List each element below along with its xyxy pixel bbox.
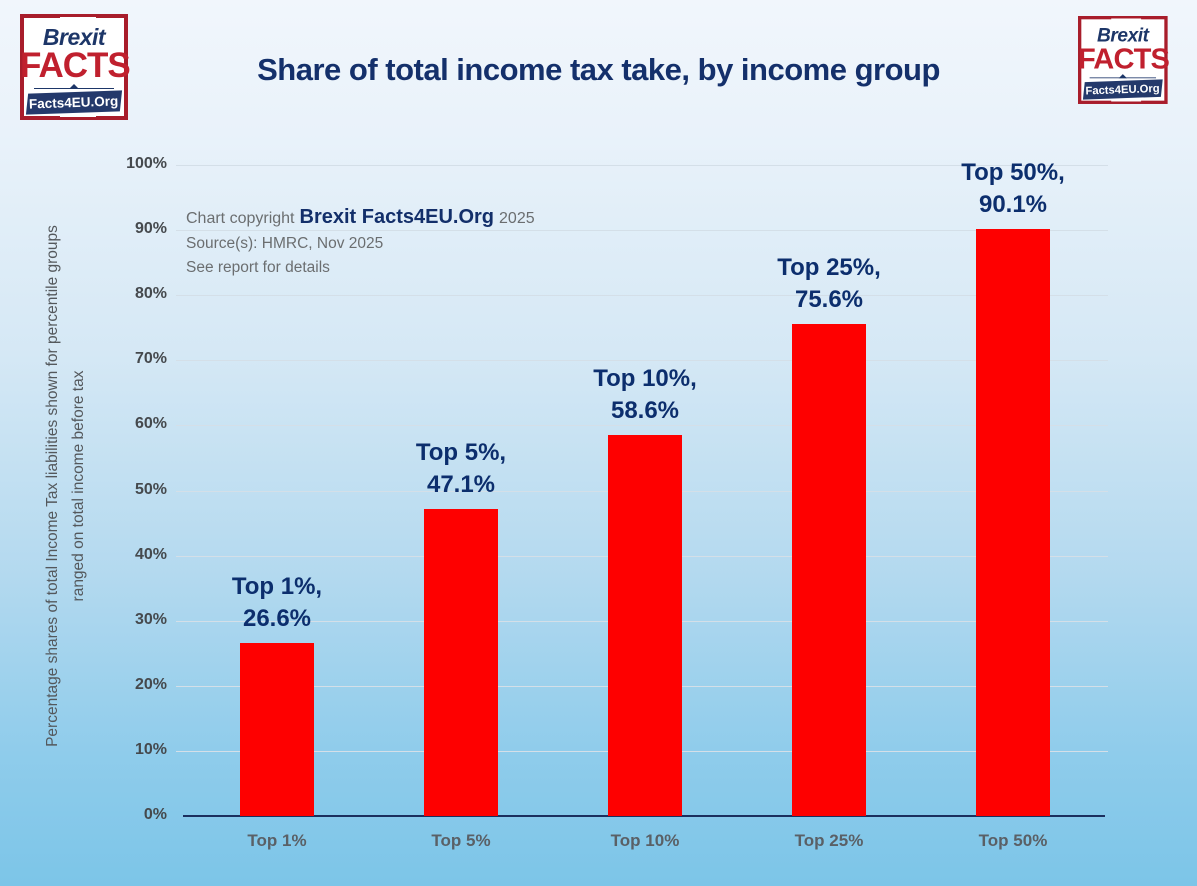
logo-banner: Facts4EU.Org xyxy=(1082,79,1163,100)
bar-label-line1: Top 5%, xyxy=(415,439,507,467)
copyright-line: Chart copyright Brexit Facts4EU.Org 2025 xyxy=(186,206,535,229)
x-axis-tick-label: Top 10% xyxy=(610,831,680,850)
bar-value-label: Top 1%, 26.6% xyxy=(167,571,387,635)
bar-label-line2: 75.6% xyxy=(794,285,864,313)
y-axis-tick-label: 100% xyxy=(126,155,167,172)
y-axis-tick-label: 80% xyxy=(134,285,167,303)
bar-top-50- xyxy=(976,229,1050,816)
bar-label-line2: 26.6% xyxy=(242,604,312,632)
logo-text-brexit: Brexit xyxy=(1096,24,1149,46)
logo-frame xyxy=(1078,16,1168,104)
brexit-facts-logo-right: Brexit FACTS Facts4EU.Org xyxy=(1078,16,1170,104)
bar-value-label: Top 25%, 75.6% xyxy=(719,252,939,316)
logo-text-facts: FACTS xyxy=(20,46,131,85)
copyright-brand: Brexit Facts4EU.Org xyxy=(299,206,495,228)
logo-frame-gap-top xyxy=(1111,18,1142,24)
bar-label-line1: Top 25%, xyxy=(777,253,881,281)
report-note-line: See report for details xyxy=(186,259,330,276)
logo-divider xyxy=(1089,74,1157,79)
logo-text-brexit: Brexit xyxy=(42,24,106,50)
bar-label-line2: 47.1% xyxy=(426,471,496,499)
y-axis-title-line1: Percentage shares of total Income Tax li… xyxy=(44,225,61,747)
logo-divider xyxy=(34,84,114,89)
brexit-facts-logo-left: Brexit FACTS Facts4EU.Org xyxy=(20,14,131,120)
copyright-year: 2025 xyxy=(499,210,535,227)
bar-top-5- xyxy=(424,509,498,816)
bar-label-line1: Top 10%, xyxy=(593,364,697,392)
bar-label-line1: Top 1%, xyxy=(231,572,323,600)
y-axis-title-line2: ranged on total income before tax xyxy=(70,370,87,602)
y-axis-tick-label: 40% xyxy=(134,545,167,563)
y-axis-tick-label: 10% xyxy=(134,740,167,758)
y-axis-tick-label: 90% xyxy=(134,220,167,238)
copyright-block: Chart copyright Brexit Facts4EU.Org 2025 S… xyxy=(186,206,535,277)
bar-top-25- xyxy=(792,323,866,816)
logo-banner: Facts4EU.Org xyxy=(25,90,123,115)
bar-label-line1: Top 50%, xyxy=(961,159,1065,187)
y-axis-tick-label: 70% xyxy=(134,350,167,368)
y-axis-tick-label: 60% xyxy=(134,415,167,433)
x-axis-line xyxy=(183,815,1105,817)
y-axis-tick-label: 20% xyxy=(134,675,167,693)
bar-top-1- xyxy=(240,642,314,816)
x-axis-tick-label: Top 5% xyxy=(431,831,491,850)
x-axis-tick-label: Top 25% xyxy=(794,831,864,850)
logo-frame-gap-bottom xyxy=(1111,96,1142,102)
source-line: Source(s): HMRC, Nov 2025 xyxy=(186,235,384,252)
logo-frame-gap-top xyxy=(60,17,96,23)
gridline xyxy=(176,295,1108,297)
gridline xyxy=(176,230,1108,232)
logo-text-facts: FACTS xyxy=(1078,42,1170,75)
copyright-prefix: Chart copyright xyxy=(186,210,295,227)
gridline xyxy=(176,360,1108,362)
logo-triangle-icon xyxy=(69,84,79,89)
chart-title: Share of total income tax take, by incom… xyxy=(257,52,940,87)
bar-value-label: Top 5%, 47.1% xyxy=(351,437,571,501)
x-axis-tick-label: Top 50% xyxy=(978,831,1048,850)
y-axis-tick-label: 0% xyxy=(143,806,167,823)
logo-frame-gap-bottom xyxy=(60,111,96,117)
y-axis-title: Percentage shares of total Income Tax li… xyxy=(40,176,94,796)
logo-triangle-icon xyxy=(1118,74,1127,79)
bar-label-line2: 90.1% xyxy=(978,191,1048,219)
gridline xyxy=(176,425,1108,427)
x-axis-tick-label: Top 1% xyxy=(247,831,307,850)
logo-banner-text: Facts4EU.Org xyxy=(1085,81,1161,97)
y-axis-tick-label: 50% xyxy=(134,480,167,498)
bar-value-label: Top 10%, 58.6% xyxy=(535,363,755,427)
logo-frame xyxy=(20,14,128,120)
logo-banner-text: Facts4EU.Org xyxy=(29,93,119,112)
bar-top-10- xyxy=(608,434,682,816)
gridline xyxy=(176,165,1108,166)
bar-label-line2: 58.6% xyxy=(610,396,680,424)
bar-value-label: Top 50%, 90.1% xyxy=(903,157,1123,221)
y-axis-tick-label: 30% xyxy=(134,610,167,628)
